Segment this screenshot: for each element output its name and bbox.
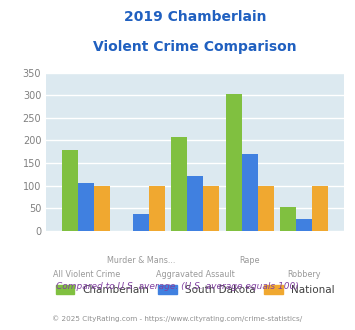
Bar xyxy=(203,186,219,231)
Text: Aggravated Assault: Aggravated Assault xyxy=(156,270,235,279)
Bar xyxy=(280,207,296,231)
Bar xyxy=(133,214,149,231)
Text: 2019 Chamberlain: 2019 Chamberlain xyxy=(124,10,267,24)
Text: © 2025 CityRating.com - https://www.cityrating.com/crime-statistics/: © 2025 CityRating.com - https://www.city… xyxy=(53,315,302,322)
Bar xyxy=(242,154,258,231)
Bar xyxy=(78,183,94,231)
Bar xyxy=(171,137,187,231)
Text: All Violent Crime: All Violent Crime xyxy=(53,270,120,279)
Bar xyxy=(94,186,110,231)
Legend: Chamberlain, South Dakota, National: Chamberlain, South Dakota, National xyxy=(51,280,339,299)
Text: Violent Crime Comparison: Violent Crime Comparison xyxy=(93,40,297,53)
Bar xyxy=(258,186,274,231)
Text: Compared to U.S. average. (U.S. average equals 100): Compared to U.S. average. (U.S. average … xyxy=(56,282,299,291)
Bar xyxy=(149,186,165,231)
Text: Rape: Rape xyxy=(240,256,260,265)
Bar xyxy=(226,94,242,231)
Bar xyxy=(62,149,78,231)
Bar xyxy=(312,186,328,231)
Bar xyxy=(296,219,312,231)
Bar xyxy=(187,176,203,231)
Text: Robbery: Robbery xyxy=(288,270,321,279)
Text: Murder & Mans...: Murder & Mans... xyxy=(106,256,175,265)
